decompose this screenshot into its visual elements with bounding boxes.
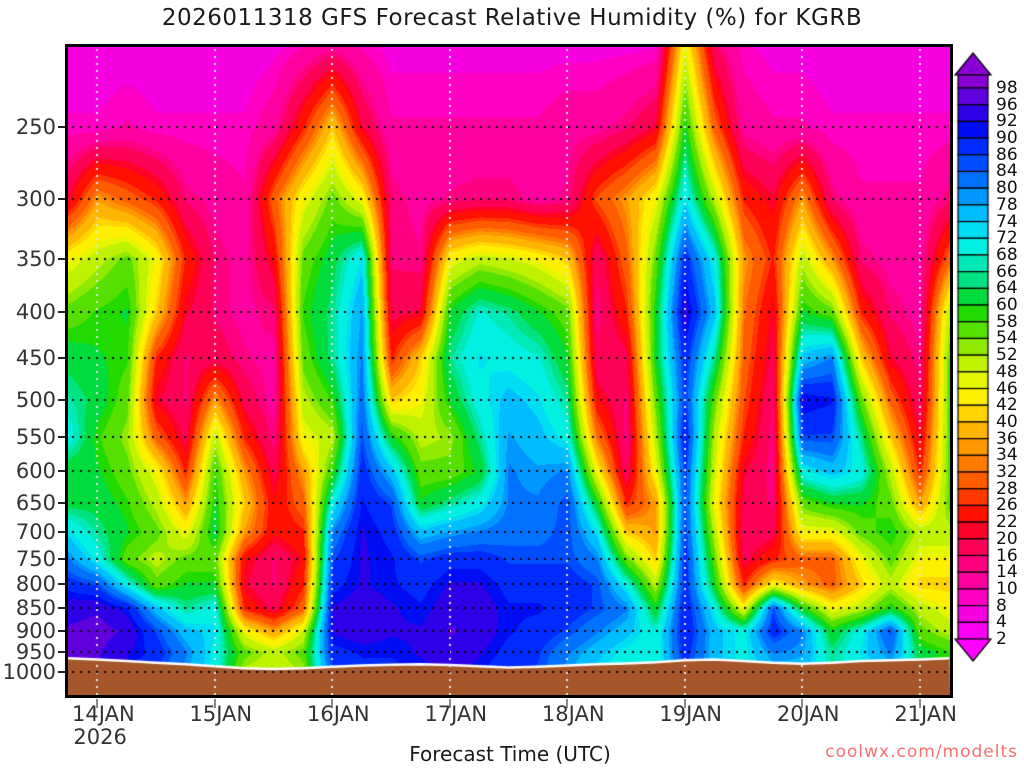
x-axis-tick [331,699,334,708]
colorbar-tick-label: 46 [996,378,1018,399]
colorbar-tick-label: 28 [996,478,1018,499]
colorbar-tick-label: 68 [996,244,1018,265]
y-axis-tick-label: 450 [15,346,56,371]
colorbar-tick-label: 4 [996,612,1007,633]
colorbar-tick-label: 52 [996,345,1018,366]
colorbar: 98 96 92 90 86 84 80 78 74 72 68 66 64 60 58 54 52 48 46 42… [952,45,1024,685]
y-axis-tick [58,398,65,401]
colorbar-tick-label: 10 [996,578,1018,599]
colorbar-tick-label: 74 [996,211,1018,232]
x-axis-tick-label: 17JAN [424,702,488,726]
colorbar-tick-label: 80 [996,178,1018,199]
x-axis-tick [918,699,921,708]
y-axis-tick-label: 400 [15,299,56,324]
x-axis-tick-label: 21JAN [894,702,957,726]
colorbar-tick-label: 26 [996,495,1018,516]
colorbar-tick-label: 78 [996,194,1018,215]
y-axis-tick [58,607,65,610]
colorbar-tick-label: 92 [996,111,1018,132]
x-axis-tick-label: 15JAN [189,702,253,726]
y-axis-tick-label: 950 [15,640,56,665]
y-axis-tick-label: 250 [15,114,56,139]
colorbar-tick-label: 16 [996,545,1018,566]
y-axis-tick [58,310,65,313]
y-axis-tick [58,436,65,439]
y-axis-tick [58,583,65,586]
colorbar-tick-label: 22 [996,512,1018,533]
y-axis-tick [58,629,65,632]
y-axis-tick-label: 850 [15,596,56,621]
y-axis-tick [58,125,65,128]
colorbar-tick-label: 72 [996,228,1018,249]
plot-frame [65,44,953,698]
y-axis-tick [58,651,65,654]
y-axis-tick-label: 900 [15,618,56,643]
y-axis-tick-label: 800 [15,572,56,597]
x-axis-tick [801,699,804,708]
rh-heatmap-canvas [68,47,950,695]
colorbar-tick-label: 84 [996,161,1018,182]
y-axis-tick-label: 550 [15,425,56,450]
colorbar-tick-label: 58 [996,311,1018,332]
x-axis-title: Forecast Time (UTC) [409,742,611,766]
y-axis-tick [58,258,65,261]
colorbar-tick-label: 66 [996,261,1018,282]
y-axis-tick-label: 600 [15,459,56,484]
x-axis-tick-label: 19JAN [659,702,722,726]
y-axis-tick [58,530,65,533]
colorbar-tick-label: 32 [996,462,1018,483]
y-axis-tick [58,671,65,674]
x-axis-tick [96,699,99,708]
y-axis-tick-label: 1000 [2,660,56,685]
x-axis-tick-label: 20JAN [776,702,840,726]
x-axis-tick-label: 14JAN [72,702,135,726]
x-axis-tick [683,699,686,708]
colorbar-tick-label: 86 [996,144,1018,165]
colorbar-tick-label: 48 [996,361,1018,382]
colorbar-tick-label: 34 [996,445,1018,466]
x-axis-tick-label: 18JAN [541,702,605,726]
x-axis-tick [448,699,451,708]
colorbar-tick-label: 2 [996,629,1007,649]
colorbar-tick-label: 54 [996,328,1018,349]
y-axis-tick-label: 700 [15,519,56,544]
colorbar-tick-label: 42 [996,395,1018,416]
x-axis-tick [566,699,569,708]
year-label: 2026 [73,725,127,749]
colorbar-tick-label: 36 [996,428,1018,449]
y-axis-tick-label: 300 [15,186,56,211]
colorbar-tick-label: 64 [996,278,1018,299]
x-axis-tick-label: 16JAN [306,702,370,726]
colorbar-tick-label: 20 [996,528,1018,549]
x-axis-tick [213,699,216,708]
colorbar-tick-label: 60 [996,295,1018,316]
y-axis-tick-label: 500 [15,387,56,412]
colorbar-tick-label: 8 [996,595,1007,616]
y-axis-tick-label: 350 [15,247,56,272]
colorbar-tick-label: 98 [996,78,1018,98]
watermark: coolwx.com/modelts [825,742,1018,762]
colorbar-tick-label: 40 [996,411,1018,432]
y-axis-tick [58,357,65,360]
y-axis-tick-label: 650 [15,490,56,515]
colorbar-tick-label: 96 [996,94,1018,115]
colorbar-tick-label: 90 [996,128,1018,149]
y-axis-tick [58,470,65,473]
y-axis-tick [58,501,65,504]
colorbar-tick-label: 14 [996,562,1018,583]
y-axis-tick [58,197,65,200]
chart-title: 2026011318 GFS Forecast Relative Humidit… [161,5,863,31]
colorbar-canvas [952,45,1024,685]
y-axis-tick [58,558,65,561]
y-axis-tick-label: 750 [15,547,56,572]
